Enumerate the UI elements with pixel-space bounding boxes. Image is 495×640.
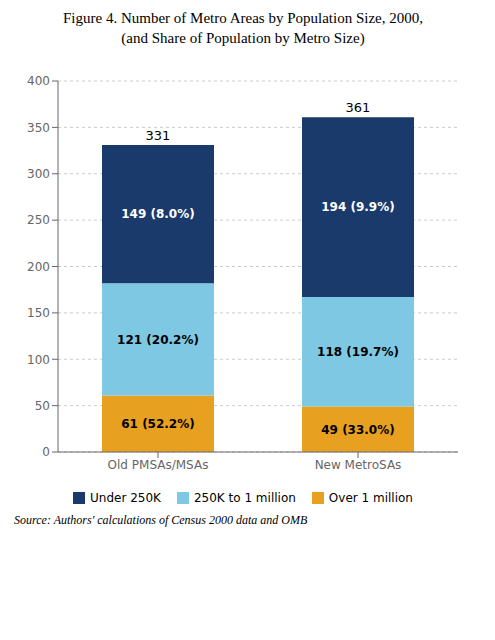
svg-text:300: 300: [27, 167, 50, 181]
svg-text:49 (33.0%): 49 (33.0%): [321, 422, 394, 436]
svg-text:61 (52.2%): 61 (52.2%): [121, 416, 194, 430]
html-text:250K to 1 million: 250K to 1 million: [194, 490, 296, 505]
svg-text:194 (9.9%): 194 (9.9%): [321, 200, 394, 214]
html-text:Over 1 million: Over 1 million: [328, 490, 413, 505]
svg-text:100: 100: [27, 352, 50, 366]
svg-text:361: 361: [346, 100, 371, 115]
svg-text:400: 400: [27, 74, 50, 88]
html-text:Under 250K: Under 250K: [90, 490, 161, 505]
svg-text:50: 50: [35, 398, 50, 412]
svg-text:350: 350: [27, 120, 50, 134]
html-text:Source: Authors' calculations: Source: Authors' calculations of Census …: [14, 512, 308, 527]
html-text:Figure 4. Number of Metro Area: Figure 4. Number of Metro Areas by Popul…: [63, 10, 423, 47]
svg-text:250: 250: [27, 213, 50, 227]
svg-text:New MetroSAs: New MetroSAs: [315, 457, 402, 471]
svg-text:0: 0: [42, 445, 50, 459]
svg-text:Old PMSAs/MSAs: Old PMSAs/MSAs: [108, 457, 209, 471]
svg-text:121 (20.2%): 121 (20.2%): [117, 332, 199, 346]
svg-text:149 (8.0%): 149 (8.0%): [121, 207, 194, 221]
svg-text:150: 150: [27, 306, 50, 320]
svg-text:331: 331: [146, 127, 171, 142]
svg-text:200: 200: [27, 259, 50, 273]
svg-text:118 (19.7%): 118 (19.7%): [317, 345, 399, 359]
